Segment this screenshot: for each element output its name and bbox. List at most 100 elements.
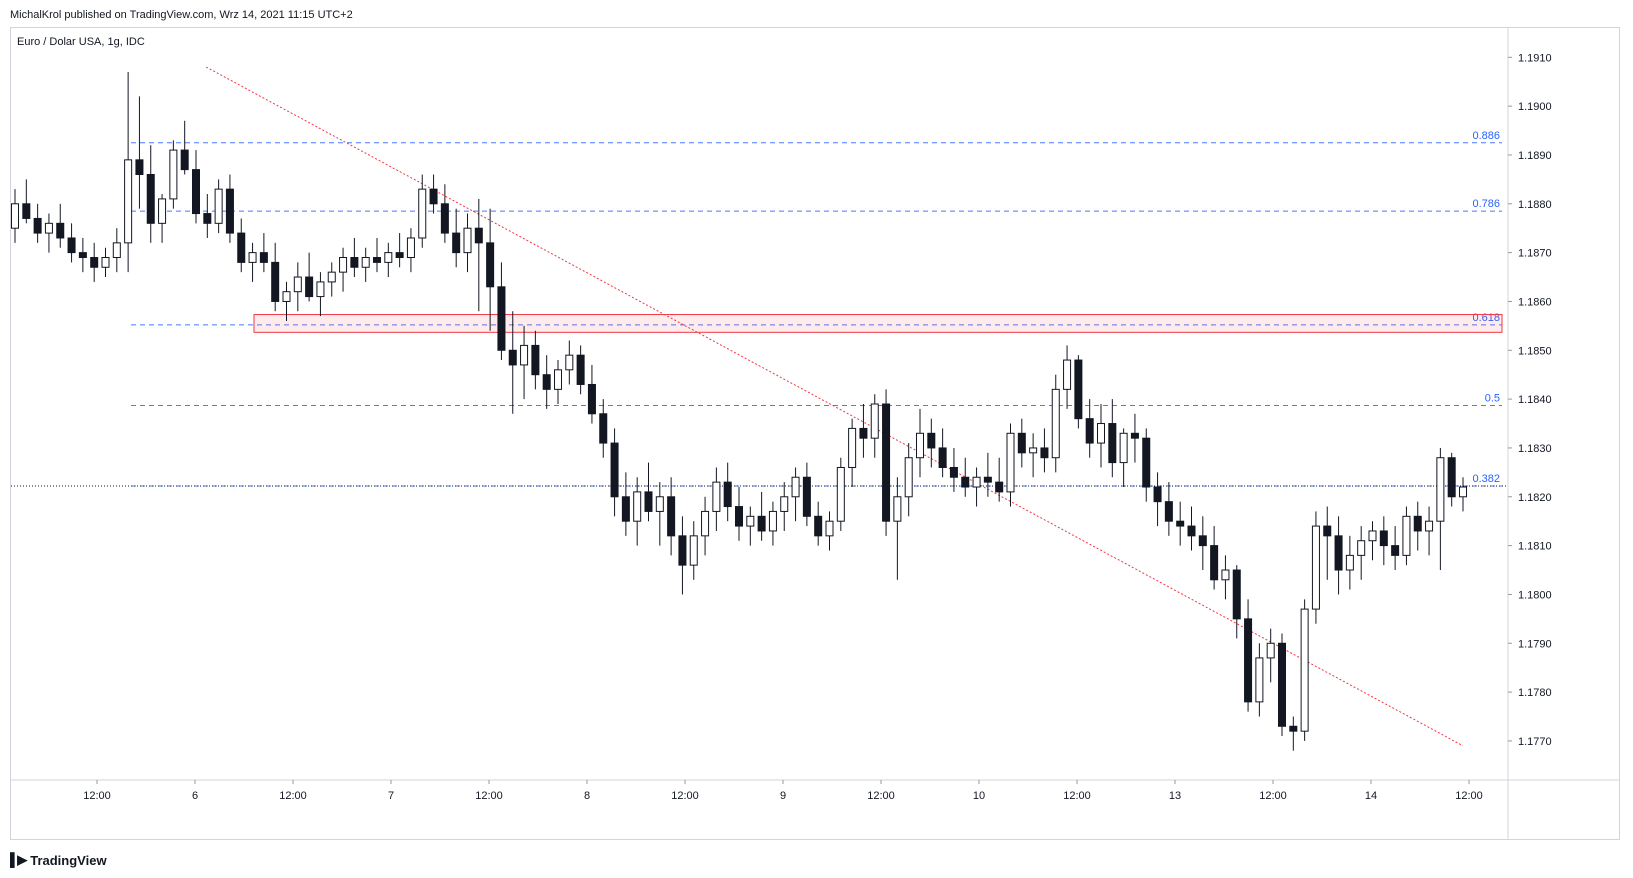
candle-body xyxy=(180,149,189,171)
candle-body xyxy=(418,188,427,239)
candle-body xyxy=(169,149,178,200)
price-tick-label: 1.1810 xyxy=(1518,541,1552,553)
fib-level-label: 0.786 xyxy=(1472,198,1500,210)
candlestick-chart[interactable]: Euro / Dolar USA, 1g, IDC 1.1910 1.1900 1.… xyxy=(11,28,1619,839)
candle-body xyxy=(520,344,529,366)
candle-body xyxy=(112,242,121,259)
candle-body xyxy=(67,237,76,254)
candle-body xyxy=(757,515,766,532)
time-tick-label: 12:00 xyxy=(83,790,111,802)
price-tick-label: 1.1800 xyxy=(1518,589,1552,601)
candle-body xyxy=(1085,418,1094,444)
candle-body xyxy=(802,476,811,517)
candle-body xyxy=(972,476,981,488)
tradingview-icon: ▌▶ xyxy=(10,852,27,867)
price-tick-label: 1.1830 xyxy=(1518,443,1552,455)
candle-body xyxy=(791,476,800,498)
price-tick-label: 1.1850 xyxy=(1518,345,1552,357)
candle-body xyxy=(644,491,653,512)
candle-body xyxy=(225,188,234,234)
candle-body xyxy=(915,432,925,459)
candle-body xyxy=(1379,530,1388,547)
candle-body xyxy=(859,427,868,439)
candle-body xyxy=(1345,554,1354,571)
candle-body xyxy=(610,442,619,498)
candle-body xyxy=(633,491,642,522)
candle-body xyxy=(78,252,87,259)
price-tick-label: 1.1890 xyxy=(1518,150,1552,162)
candle-body xyxy=(825,520,834,537)
candle-body xyxy=(11,203,20,229)
candle-body xyxy=(271,261,280,302)
publisher-line: MichalKrol published on TradingView.com,… xyxy=(10,9,353,21)
candle-body xyxy=(350,257,359,268)
candle-body xyxy=(870,403,879,439)
time-tick-label: 12:00 xyxy=(475,790,503,802)
candle-body xyxy=(961,476,970,488)
candle-body xyxy=(44,222,53,234)
candle-body xyxy=(293,276,302,293)
price-tick-label: 1.1780 xyxy=(1518,687,1552,699)
candle-body xyxy=(1255,657,1264,703)
tradingview-logo[interactable]: ▌▶ TradingView xyxy=(10,852,107,868)
candle-body xyxy=(327,271,336,283)
tradingview-brand: TradingView xyxy=(30,852,107,868)
candle-body xyxy=(995,481,1004,493)
candle-body xyxy=(361,257,370,268)
candle-body xyxy=(1198,535,1207,547)
candle-body xyxy=(305,276,314,298)
candle-body xyxy=(1334,535,1343,571)
candle-body xyxy=(429,188,438,205)
candle-body xyxy=(904,457,913,498)
candle-body xyxy=(1458,486,1468,498)
candle-body xyxy=(565,354,574,371)
candle-body xyxy=(1266,642,1275,659)
fib-level-label: 0.5 xyxy=(1485,392,1500,404)
candle-body xyxy=(22,203,31,219)
candle-body xyxy=(191,169,201,215)
candle-body xyxy=(1130,432,1139,439)
candle-body xyxy=(780,496,789,512)
candle-body xyxy=(746,515,755,527)
time-tick-label: 14 xyxy=(1365,790,1377,802)
candle-body xyxy=(1119,432,1128,464)
candle-body xyxy=(474,227,483,244)
candle-body xyxy=(1402,515,1411,556)
candle-body xyxy=(1311,525,1320,610)
chart-frame[interactable]: Euro / Dolar USA, 1g, IDC 1.1910 1.1900 1.… xyxy=(10,27,1620,840)
candle-body xyxy=(848,427,857,468)
candle-body xyxy=(1029,447,1038,454)
candle-body xyxy=(531,344,540,376)
candle-body xyxy=(723,481,732,508)
candle-body xyxy=(1187,525,1196,537)
time-tick-label: 12:00 xyxy=(1455,790,1483,802)
candle-body xyxy=(33,217,42,234)
candle-body xyxy=(1368,530,1377,542)
candle-body xyxy=(893,496,902,522)
candle-body xyxy=(339,257,348,273)
candle-body xyxy=(1436,457,1445,522)
chart-title: Euro / Dolar USA, 1g, IDC xyxy=(17,36,145,48)
candle-body xyxy=(214,188,223,224)
time-tick-label: 6 xyxy=(192,790,198,802)
candle-body xyxy=(1017,432,1026,454)
candle-body xyxy=(146,173,155,224)
candle-body xyxy=(1447,457,1456,498)
price-tick-label: 1.1910 xyxy=(1518,52,1552,64)
candle-body xyxy=(1357,540,1366,556)
candle-body xyxy=(1063,359,1072,390)
candle-body xyxy=(983,476,992,483)
candle-body xyxy=(406,237,415,259)
candle-body xyxy=(768,510,777,532)
candle-body xyxy=(316,281,325,298)
candle-body xyxy=(836,466,845,522)
candle-body xyxy=(1096,423,1106,444)
candle-body xyxy=(395,252,404,259)
time-tick-label: 12:00 xyxy=(1063,790,1091,802)
price-tick-label: 1.1770 xyxy=(1518,736,1552,748)
candle-body xyxy=(248,252,257,263)
candle-body xyxy=(1040,447,1049,459)
candle-body xyxy=(1323,525,1332,537)
price-tick-label: 1.1870 xyxy=(1518,248,1552,260)
candle-body xyxy=(440,203,449,234)
